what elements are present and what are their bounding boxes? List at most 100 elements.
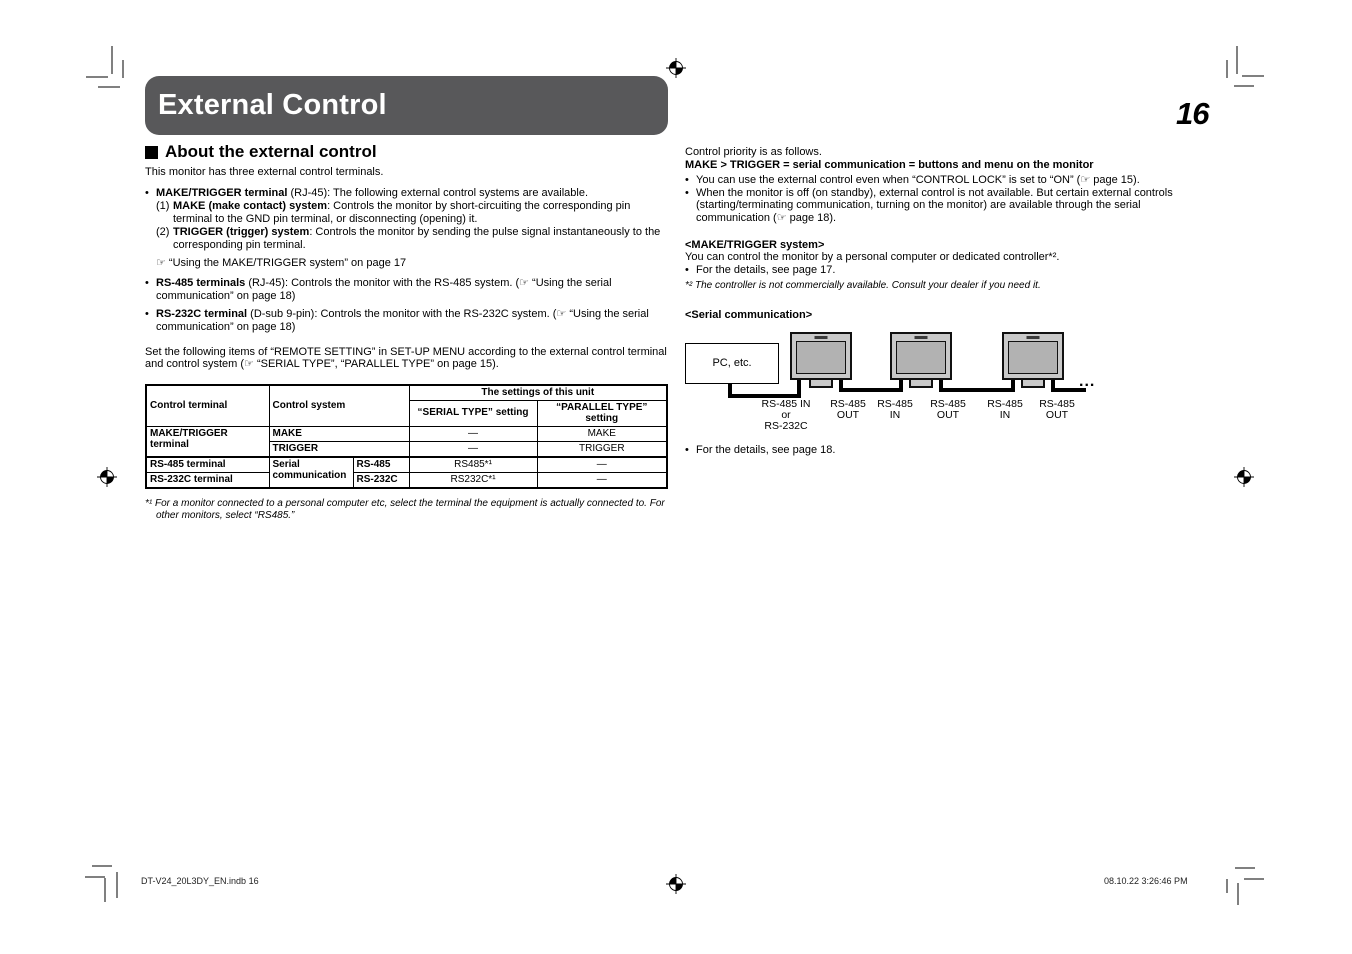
table-row: MAKE/TRIGGER terminal MAKE — MAKE [145,425,668,458]
list-item: • MAKE/TRIGGER terminal (RJ-45): The fol… [145,187,668,252]
list-item: • You can use the external control even … [685,174,1212,187]
list-item-text: (D-sub 9-pin): Controls the monitor with… [156,308,649,333]
registration-mark [97,467,117,487]
section-heading-label: About the external control [165,142,377,162]
monitor-stand [1021,379,1045,388]
table-row: RS-485 terminal Serial communication RS-… [145,455,668,489]
section-heading: About the external control [145,142,668,162]
serial-communication-heading: <Serial communication> [685,308,813,321]
registration-mark [1234,467,1254,487]
list-item: • For the details, see page 17. [685,264,1212,277]
settings-table: Control terminal Control system The sett… [145,383,669,489]
list-item-term: MAKE/TRIGGER terminal [156,186,288,199]
monitor-stand [909,379,933,388]
monitor-stand [809,379,833,388]
cell-serial-setting: RS485*¹ [408,455,538,473]
monitor-screen [796,340,846,374]
cable-label: RS-485 OUT [1039,397,1075,421]
sub-list-item: (1) MAKE (make contact) system: Controls… [156,200,668,225]
list-item-text: (RJ-45): Controls the monitor with the R… [156,277,612,302]
make-trigger-body: You can control the monitor by a persona… [685,251,1060,264]
cable-label: RS-485 OUT [930,397,966,421]
list-item-text: When the monitor is off (on standby), ex… [696,186,1173,224]
bullet-icon: • [685,263,689,276]
col-header-parallel-type: “PARALLEL TYPE” setting [536,399,668,427]
registration-mark [666,874,686,894]
cell-terminal: RS-485 terminal [145,455,270,473]
monitor-screen [1008,340,1058,374]
page-title: External Control [158,89,387,121]
reference-line: ☞ “Using the MAKE/TRIGGER system” on pag… [156,256,407,269]
bullet-icon: • [145,186,149,199]
table-row: RS-232C terminal RS-232C RS232C*¹ — [145,471,668,489]
cell-terminal: MAKE/TRIGGER terminal [145,425,270,458]
list-item-term: RS-232C terminal [156,308,248,321]
bullet-icon: • [145,308,149,321]
footer-filename: DT-V24_20L3DY_EN.indb 16 [141,876,259,886]
footnote-1: *¹ For a monitor connected to a personal… [145,497,665,521]
make-trigger-heading: <MAKE/TRIGGER system> [685,238,825,251]
list-item: • For the details, see page 18. [685,444,1212,457]
priority-rule: MAKE > TRIGGER = serial communication = … [685,158,1094,171]
priority-intro: Control priority is as follows. [685,146,822,158]
pc-box-label: PC, etc. [712,356,752,369]
cable-label: RS-485 OUT [830,397,866,421]
cell-system: Serial communication [268,455,354,489]
footer-timestamp: 08.10.22 3:26:46 PM [1104,876,1188,886]
bullet-icon: • [685,443,689,456]
cable-label: RS-485 IN or RS-232C [761,397,811,433]
cell-parallel-setting: — [536,455,668,473]
sub-item-number: (2) [156,226,170,239]
pc-box: PC, etc. [685,342,779,384]
sub-list-item: (2) TRIGGER (trigger) system: Controls t… [156,226,668,251]
list-item-text: (RJ-45): The following external control … [287,186,588,199]
monitor-bezel [1002,331,1064,380]
page-number: 16 [1176,96,1209,131]
cell-serial-setting: — [408,440,538,458]
registration-mark [666,58,686,78]
cable-lines [728,375,1086,398]
table-header-row: Control terminal Control system The sett… [145,384,668,427]
cell-parallel-setting: MAKE [536,425,668,442]
cell-system-sub: RS-232C [352,471,410,489]
monitor-icon [790,331,852,388]
serial-communication-diagram: PC, etc. RS-485 IN or RS-232C RS-485 OUT… [685,326,1212,438]
bullet-icon: • [685,174,689,187]
sub-item-text: : Controls the monitor by sending the pu… [173,226,661,251]
black-square-icon [145,146,158,159]
cell-parallel-setting: — [536,471,668,489]
bullet-icon: • [145,277,149,290]
cell-system-sub: RS-485 [352,455,410,473]
monitor-bezel [790,331,852,380]
cell-serial-setting: — [408,425,538,442]
monitor-screen [896,340,946,374]
list-item-text: For the details, see page 18. [696,443,836,456]
table-header-row: “SERIAL TYPE” setting “PARALLEL TYPE” se… [146,399,668,427]
monitor-icon [890,331,952,388]
col-header-control-terminal: Control terminal [145,384,270,427]
cable-label: RS-485 IN [987,397,1023,421]
list-item-text: For the details, see page 17. [696,263,836,276]
continuation-dots: ... [1079,372,1096,390]
sub-item-text: : Controls the monitor by short-circuiti… [173,200,631,225]
setup-paragraph: Set the following items of “REMOTE SETTI… [145,345,667,371]
page-header-bar: External Control [145,76,668,135]
monitor-slot [1026,335,1040,339]
cell-terminal: RS-232C terminal [145,471,270,489]
list-item: • RS-232C terminal (D-sub 9-pin): Contro… [145,308,668,333]
footnote-2: *² The controller is not commercially av… [685,280,1041,292]
col-header-serial-type: “SERIAL TYPE” setting [408,399,538,427]
cell-parallel-setting: TRIGGER [536,440,668,458]
monitor-slot [914,335,928,339]
list-item: • When the monitor is off (on standby), … [685,187,1212,225]
monitor-icon [1002,331,1064,388]
sub-item-term: TRIGGER (trigger) system [173,226,310,239]
cell-serial-setting: RS232C*¹ [408,471,538,489]
list-item-text: You can use the external control even wh… [696,174,1140,187]
sub-item-term: MAKE (make contact) system [173,200,328,213]
monitor-slot [814,335,828,339]
cable-label: RS-485 IN [877,397,913,421]
intro-text: This monitor has three external control … [145,166,384,178]
right-column: Control priority is as follows. MAKE > T… [685,146,1212,456]
